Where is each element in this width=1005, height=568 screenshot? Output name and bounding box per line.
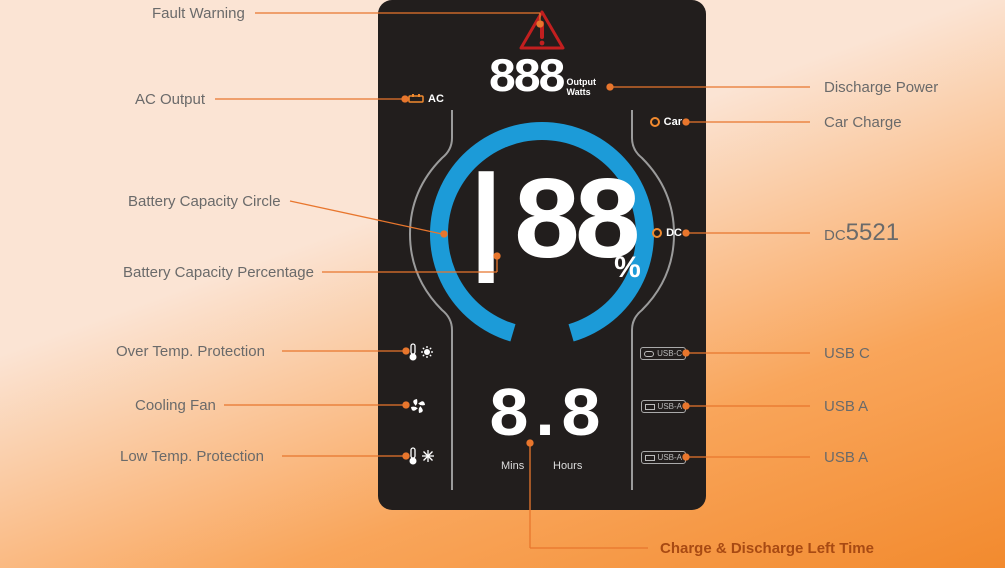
label-circle: Battery Capacity Circle — [128, 193, 281, 210]
label-usba2: USB A — [824, 449, 868, 466]
percent-symbol: % — [614, 251, 641, 285]
label-ltp: Low Temp. Protection — [120, 448, 264, 465]
usba2-indicator: USB-A — [641, 451, 686, 464]
cooling-fan-icon — [408, 396, 428, 421]
label-pct: Battery Capacity Percentage — [123, 264, 314, 281]
label-usbc: USB C — [824, 345, 870, 362]
label-ac: AC Output — [135, 91, 205, 108]
lcd-panel: 888 Output Watts |88 % 8.8 Mins Hours — [378, 0, 706, 510]
label-watts: Discharge Power — [824, 79, 938, 96]
usba1-indicator: USB-A — [641, 400, 686, 413]
mins-label: Mins — [501, 460, 524, 472]
low-temp-icon — [408, 447, 435, 465]
time-remaining-value: 8.8 — [488, 378, 596, 457]
dc-indicator: DC — [652, 227, 682, 239]
car-charge-indicator: Car — [650, 116, 682, 128]
label-otp: Over Temp. Protection — [116, 343, 265, 360]
label-time: Charge & Discharge Left Time — [660, 540, 874, 557]
over-temp-icon — [408, 343, 433, 361]
label-dc: DC5521 — [824, 219, 899, 247]
label-fault: Fault Warning — [152, 5, 245, 22]
label-usba1: USB A — [824, 398, 868, 415]
hours-label: Hours — [553, 460, 582, 472]
ac-output-indicator: AC — [408, 93, 444, 105]
battery-capacity-value: |88 — [451, 168, 633, 286]
usbc-indicator: USB-C — [640, 347, 686, 360]
label-fan: Cooling Fan — [135, 397, 216, 414]
label-car: Car Charge — [824, 114, 902, 131]
